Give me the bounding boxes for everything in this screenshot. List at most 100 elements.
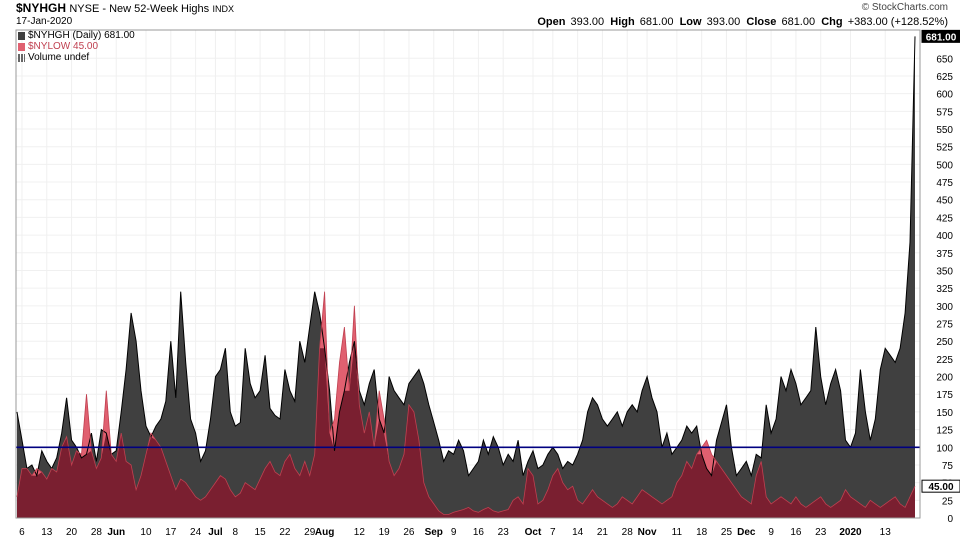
x-tick-label: Sep (425, 527, 443, 538)
low-label: Low (679, 16, 702, 28)
x-tick-label: 28 (91, 527, 103, 538)
y-tick-label: 350 (936, 266, 953, 277)
x-tick-label: 14 (572, 527, 584, 538)
y-tick-label: 475 (936, 178, 953, 189)
y-axis: 0255075100125150175200225250275300325350… (936, 54, 953, 525)
x-tick-label: Jun (107, 527, 125, 538)
y-tick-label: 250 (936, 337, 953, 348)
x-tick-label: 16 (790, 527, 802, 538)
x-tick-label: 23 (498, 527, 510, 538)
x-tick-label: 12 (354, 527, 366, 538)
series-areas (16, 36, 916, 519)
y-tick-label: 0 (947, 514, 953, 525)
y-tick-label: 100 (936, 443, 953, 454)
y-tick-label: 500 (936, 160, 953, 171)
y-tick-label: 175 (936, 390, 953, 401)
legend-primary[interactable]: $NYHGH (Daily) 681.00 (18, 30, 135, 41)
x-tick-label: 19 (379, 527, 391, 538)
y-tick-label: 125 (936, 426, 953, 437)
y-tick-label: 550 (936, 125, 953, 136)
last-value-secondary: 45.00 (928, 482, 953, 493)
close-label: Close (746, 16, 777, 28)
y-tick-label: 150 (936, 408, 953, 419)
y-tick-label: 650 (936, 54, 953, 65)
x-tick-label: 8 (233, 527, 239, 538)
y-tick-label: 200 (936, 373, 953, 384)
y-tick-label: 225 (936, 355, 953, 366)
chart-header: $NYHGH NYSE - New 52-Week Highs INDX 17-… (0, 0, 960, 30)
x-tick-label: 6 (19, 527, 25, 538)
x-tick-label: 18 (696, 527, 708, 538)
series-line-nylow (16, 291, 916, 515)
secondary-swatch-icon (18, 42, 25, 51)
y-tick-label: 600 (936, 90, 953, 101)
y-tick-label: 425 (936, 213, 953, 224)
y-tick-label: 25 (942, 496, 954, 507)
legend-secondary[interactable]: $NYLOW 45.00 (18, 41, 135, 52)
symbol-title: $NYHGH NYSE - New 52-Week Highs INDX (16, 1, 234, 15)
x-tick-label: Aug (315, 527, 334, 538)
x-tick-label: 16 (473, 527, 485, 538)
volume-bars-icon (18, 53, 25, 62)
legend: $NYHGH (Daily) 681.00 $NYLOW 45.00 Volum… (18, 30, 135, 63)
x-tick-label: 7 (550, 527, 556, 538)
x-tick-label: 22 (279, 527, 291, 538)
plot-frame (15, 29, 921, 519)
y-tick-label: 275 (936, 320, 953, 331)
y-tick-label: 400 (936, 231, 953, 242)
y-tick-label: 300 (936, 302, 953, 313)
x-tick-label: 25 (721, 527, 733, 538)
chg-value: +383.00 (+128.52%) (847, 16, 948, 28)
x-tick-label: 23 (815, 527, 827, 538)
chart-date: 17-Jan-2020 (16, 16, 73, 27)
legend-primary-label: $NYHGH (Daily) 681.00 (28, 30, 135, 41)
x-tick-label: Oct (525, 527, 542, 538)
x-tick-label: 21 (597, 527, 609, 538)
open-value: 393.00 (570, 16, 605, 28)
symbol[interactable]: $NYHGH (16, 1, 67, 15)
last-value-labels: 681.00 45.00 (921, 29, 960, 493)
legend-secondary-label: $NYLOW 45.00 (28, 41, 99, 52)
low-value: 393.00 (706, 16, 741, 28)
ohlc-readout: Open 393.00 High 681.00 Low 393.00 Close… (537, 16, 948, 28)
x-tick-label: 24 (190, 527, 202, 538)
symbol-description: NYSE - New 52-Week Highs (69, 3, 210, 15)
y-tick-label: 575 (936, 107, 953, 118)
series-line-nyhgh (16, 36, 916, 478)
y-tick-label: 625 (936, 72, 953, 83)
high-value: 681.00 (639, 16, 674, 28)
x-axis: 6 13 20 28 Jun 10 17 24 Jul 8 15 22 29 Aug 12 19 26 Sep 9 1… (19, 527, 891, 538)
y-tick-label: 75 (942, 461, 954, 472)
x-tick-label: 2020 (839, 527, 862, 538)
x-tick-label: 11 (672, 527, 683, 538)
high-label: High (610, 16, 635, 28)
series-area-overlap (17, 341, 915, 518)
x-tick-label: 28 (622, 527, 634, 538)
x-tick-label: Nov (638, 527, 657, 538)
legend-volume[interactable]: Volume undef (18, 52, 135, 63)
open-label: Open (537, 16, 566, 28)
x-tick-label: 20 (66, 527, 78, 538)
credit-link[interactable]: © StockCharts.com (861, 2, 948, 13)
y-tick-label: 525 (936, 143, 953, 154)
primary-swatch-icon (18, 31, 25, 40)
x-tick-label: 13 (880, 527, 892, 538)
x-tick-label: 10 (140, 527, 152, 538)
y-tick-label: 375 (936, 249, 953, 260)
chg-label: Chg (821, 16, 843, 28)
legend-volume-label: Volume undef (28, 52, 90, 63)
last-value-secondary-box (921, 479, 960, 493)
x-tick-label: 26 (403, 527, 415, 538)
y-tick-label: 450 (936, 196, 953, 207)
x-tick-label: 13 (41, 527, 53, 538)
x-tick-label: 9 (451, 527, 457, 538)
last-value-primary-box (921, 29, 960, 43)
y-tick-label: 325 (936, 284, 953, 295)
x-tick-label: 17 (165, 527, 177, 538)
x-tick-label: 15 (255, 527, 267, 538)
x-tick-label: 9 (768, 527, 774, 538)
x-tick-label: Jul (208, 527, 223, 538)
last-value-primary: 681.00 (926, 32, 957, 43)
close-value: 681.00 (781, 16, 816, 28)
